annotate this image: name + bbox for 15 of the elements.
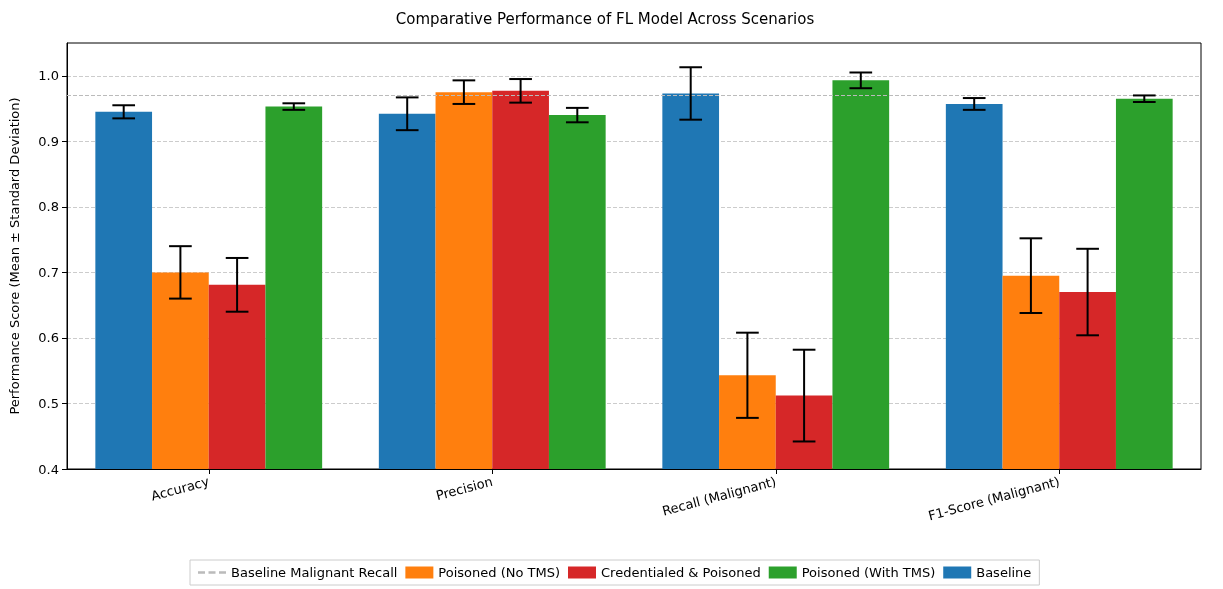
y-tick-label: 0.5 (38, 395, 59, 411)
legend-label: Baseline (976, 565, 1032, 580)
legend-label: Poisoned (With TMS) (801, 565, 936, 580)
chart-title: Comparative Performance of FL Model Across Scenarios (395, 9, 815, 28)
x-tick-label: Precision (434, 473, 495, 504)
legend-label: Poisoned (No TMS) (438, 565, 561, 580)
y-tick-label: 1.0 (38, 68, 59, 84)
y-tick-label: 0.4 (38, 461, 59, 477)
y-tick-label: 0.9 (38, 133, 59, 149)
y-axis-title: Performance Score (Mean ± Standard Deviation) (7, 97, 22, 415)
y-tick-label: 0.7 (38, 264, 59, 280)
legend-label: Baseline Malignant Recall (231, 565, 398, 580)
y-tick-label: 0.8 (38, 199, 59, 215)
legend-label: Credentialed & Poisoned (601, 565, 761, 580)
y-tick-label: 0.6 (38, 330, 59, 346)
